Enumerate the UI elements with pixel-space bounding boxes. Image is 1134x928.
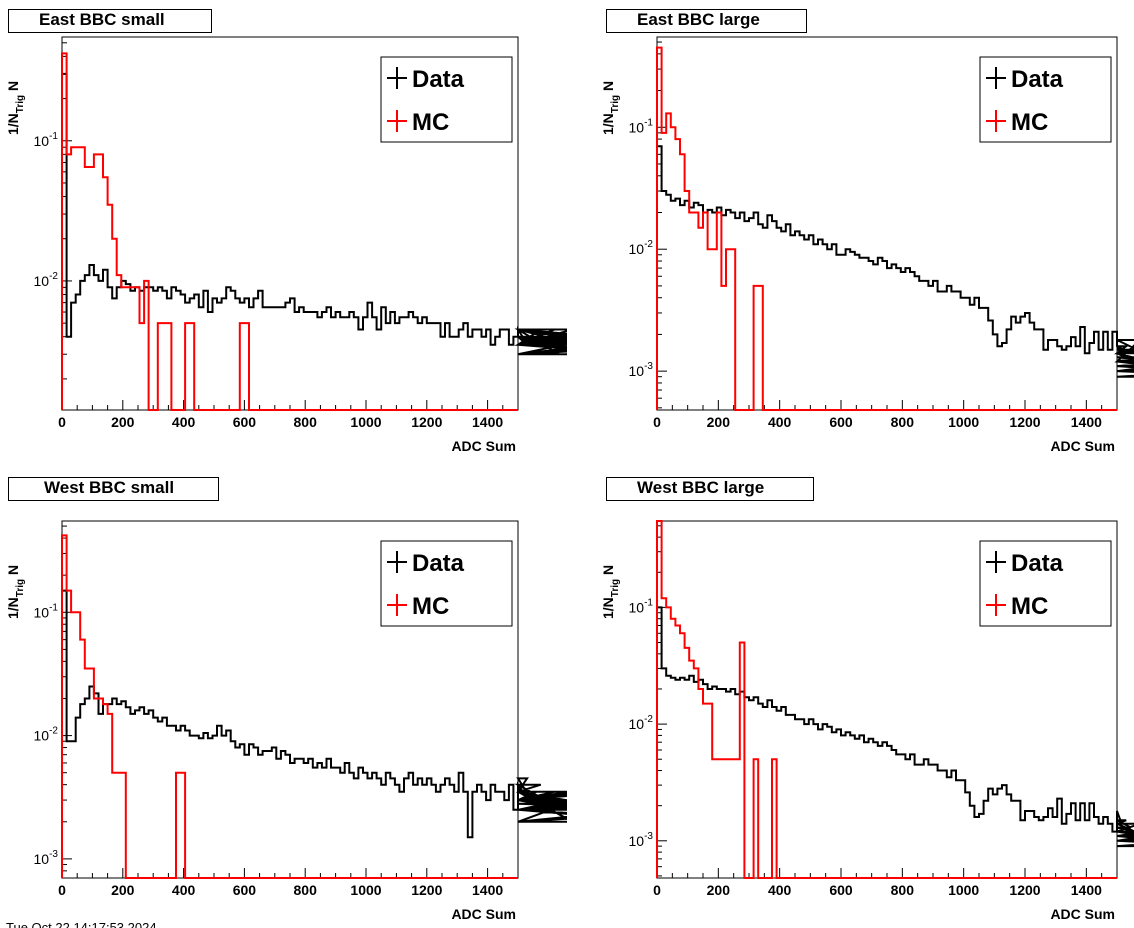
y-tick-label: 10-1 <box>34 131 59 149</box>
svg-text:1/NTrig N: 1/NTrig N <box>5 81 26 135</box>
svg-text:1/NTrig N: 1/NTrig N <box>5 565 26 619</box>
panel-east-small: East BBC small 0 200 400 600 800 1000 1200 1400… <box>0 0 567 464</box>
x-axis: 0 200 400 600 800 1000 1200 1400 <box>653 868 1118 898</box>
x-tick-label: 1000 <box>948 414 979 430</box>
x-tick-label: 1400 <box>1071 414 1102 430</box>
x-tick-label: 0 <box>653 414 661 430</box>
y-tick-label: 10-3 <box>629 361 654 379</box>
y-tick-label: 10-2 <box>34 271 59 289</box>
x-axis-label: ADC Sum <box>1050 438 1115 454</box>
legend-label: MC <box>412 593 449 620</box>
legend: Data MC <box>979 56 1112 143</box>
legend-label: Data <box>412 550 465 577</box>
x-axis: 0 200 400 600 800 1000 1200 1400 <box>58 868 519 898</box>
series-mc <box>61 52 518 411</box>
x-tick-label: 1200 <box>1009 882 1040 898</box>
y-axis-label: 1/NTrig N <box>600 81 621 135</box>
legend-box <box>380 56 513 143</box>
x-tick-label: 1200 <box>411 414 442 430</box>
legend-label: MC <box>412 109 449 136</box>
x-tick-label: 1400 <box>1071 882 1102 898</box>
y-tick-label: 10-1 <box>34 602 59 620</box>
footer-timestamp: Tue Oct 22 14:17:53 2024 <box>6 920 157 928</box>
series-data <box>61 72 567 410</box>
x-axis-label: ADC Sum <box>1050 906 1115 922</box>
y-tick-label: 10-1 <box>629 597 654 615</box>
chart-svg: 0 200 400 600 800 1000 1200 1400 ADC Sum 10-3 10-2… <box>5 520 567 922</box>
svg-text:1/NTrig N: 1/NTrig N <box>600 81 621 135</box>
x-tick-label: 400 <box>768 414 792 430</box>
legend-label: MC <box>1011 109 1048 136</box>
legend-box <box>979 540 1112 627</box>
x-tick-label: 600 <box>829 882 853 898</box>
y-tick-label: 10-2 <box>629 239 654 257</box>
x-tick-label: 400 <box>172 414 196 430</box>
x-tick-label: 400 <box>768 882 792 898</box>
x-tick-label: 600 <box>233 882 257 898</box>
x-tick-label: 200 <box>707 414 731 430</box>
x-axis-label: ADC Sum <box>451 438 516 454</box>
x-tick-label: 0 <box>58 414 66 430</box>
y-tick-label: 10-1 <box>629 117 654 135</box>
x-tick-label: 1200 <box>1009 414 1040 430</box>
legend-box <box>979 56 1112 143</box>
panel-east-large: East BBC large 0 200 400 600 800 1000 1200 1400… <box>567 0 1134 464</box>
x-tick-label: 400 <box>172 882 196 898</box>
legend-label: MC <box>1011 593 1048 620</box>
x-tick-label: 800 <box>891 882 915 898</box>
x-axis-label: ADC Sum <box>451 906 516 922</box>
legend-box <box>380 540 513 627</box>
y-tick-label: 10-2 <box>34 726 59 744</box>
chart-title: West BBC small <box>8 477 219 501</box>
y-tick-label: 10-3 <box>629 831 654 849</box>
legend: Data MC <box>979 540 1112 627</box>
series-data <box>656 606 1134 878</box>
x-tick-label: 1400 <box>472 882 503 898</box>
x-tick-label: 200 <box>707 882 731 898</box>
chart-title: East BBC large <box>606 9 807 33</box>
x-tick-label: 800 <box>294 882 318 898</box>
x-tick-label: 1200 <box>411 882 442 898</box>
y-tick-label: 10-3 <box>34 849 59 867</box>
series-mc <box>61 534 518 879</box>
series-mc <box>656 520 1117 879</box>
x-tick-label: 600 <box>829 414 853 430</box>
x-tick-label: 0 <box>653 882 661 898</box>
x-axis: 0 200 400 600 800 1000 1200 1400 <box>653 400 1118 430</box>
svg-text:1/NTrig N: 1/NTrig N <box>600 565 621 619</box>
series-mc <box>656 46 1117 411</box>
legend-label: Data <box>1011 66 1064 93</box>
y-axis-label: 1/NTrig N <box>5 81 26 135</box>
x-tick-label: 1400 <box>472 414 503 430</box>
x-tick-label: 1000 <box>350 414 381 430</box>
y-axis-label: 1/NTrig N <box>5 565 26 619</box>
chart-title: West BBC large <box>606 477 814 501</box>
series-data <box>656 145 1134 410</box>
chart-svg: 0 200 400 600 800 1000 1200 1400 ADC Sum 10-3 10-2… <box>600 36 1134 454</box>
chart-title: East BBC small <box>8 9 212 33</box>
x-tick-label: 200 <box>111 882 135 898</box>
x-tick-label: 200 <box>111 414 135 430</box>
x-tick-label: 600 <box>233 414 257 430</box>
x-tick-label: 1000 <box>350 882 381 898</box>
y-axis-label: 1/NTrig N <box>600 565 621 619</box>
legend-label: Data <box>1011 550 1064 577</box>
series-data <box>61 589 567 878</box>
chart-svg: 0 200 400 600 800 1000 1200 1400 ADC Sum 10-2 10-1… <box>5 36 567 454</box>
x-tick-label: 800 <box>294 414 318 430</box>
x-axis: 0 200 400 600 800 1000 1200 1400 <box>58 400 519 430</box>
legend: Data MC <box>380 540 513 627</box>
x-tick-label: 800 <box>891 414 915 430</box>
y-tick-label: 10-2 <box>629 714 654 732</box>
x-tick-label: 1000 <box>948 882 979 898</box>
x-tick-label: 0 <box>58 882 66 898</box>
legend-label: Data <box>412 66 465 93</box>
panel-west-large: West BBC large 0 200 400 600 800 1000 1200 1400… <box>567 464 1134 928</box>
legend: Data MC <box>380 56 513 143</box>
chart-svg: 0 200 400 600 800 1000 1200 1400 ADC Sum 10-3 10-2… <box>600 520 1134 922</box>
panel-west-small: West BBC small 0 200 400 600 800 1000 1200 1400… <box>0 464 567 928</box>
